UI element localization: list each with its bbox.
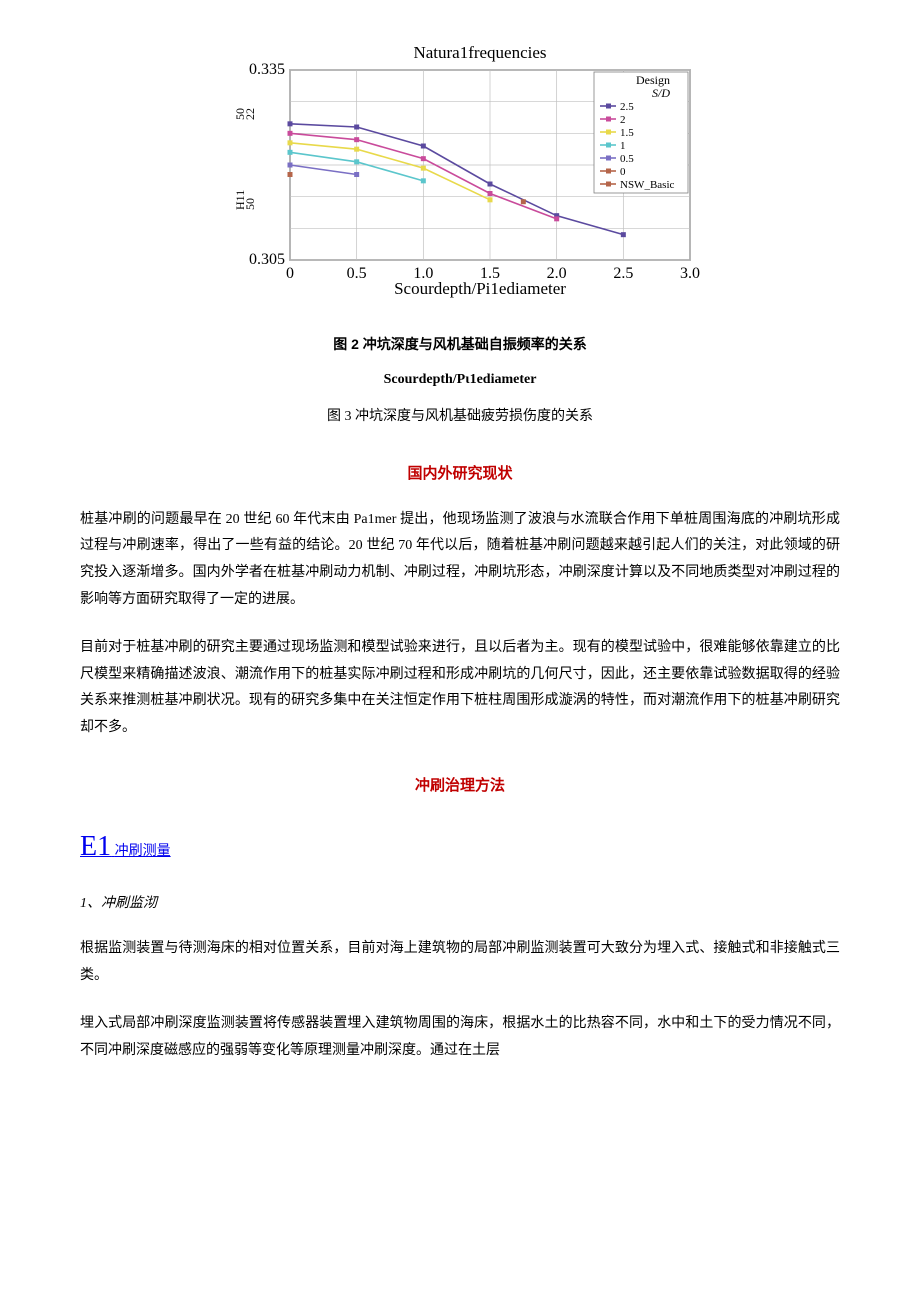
svg-text:2.5: 2.5 <box>620 101 634 113</box>
body-paragraph: 埋入式局部冲刷深度监测装置将传感器装置埋入建筑物周围的海床，根据水土的比热容不同… <box>80 1011 840 1064</box>
ymin-label: 0.305 <box>249 251 285 268</box>
subsection-1-title: 1、冲刷监沏 <box>80 891 840 918</box>
e1-label: 冲刷测量 <box>115 844 171 859</box>
svg-text:0: 0 <box>286 265 294 282</box>
link-e1-scour-measurement[interactable]: E1 冲刷测量 <box>80 820 840 873</box>
svg-text:3.0: 3.0 <box>680 265 700 282</box>
body-paragraph: 目前对于桩基冲刷的研究主要通过现场监测和模型试验来进行，且以后者为主。现有的模型… <box>80 635 840 741</box>
section-heading-treatment: 冲刷治理方法 <box>80 772 840 801</box>
e1-prefix: E1 <box>80 831 111 862</box>
svg-text:0.5: 0.5 <box>620 153 634 165</box>
section-heading-research-status: 国内外研究现状 <box>80 460 840 489</box>
svg-text:Scourdepth/Pi1ediameter: Scourdepth/Pi1ediameter <box>394 279 566 298</box>
svg-text:Design: Design <box>636 73 670 87</box>
svg-text:2.5: 2.5 <box>613 265 633 282</box>
svg-text:NSW_Basic: NSW_Basic <box>620 179 675 191</box>
ymax-label: 0.335 <box>249 61 285 78</box>
svg-text:1: 1 <box>620 140 626 152</box>
svg-text:Natura1frequencies: Natura1frequencies <box>413 43 546 62</box>
fig3-caption: 图 3 冲坑深度与风机基础疲劳损伤度的关系 <box>80 404 840 431</box>
svg-text:0.5: 0.5 <box>347 265 367 282</box>
svg-text:0: 0 <box>620 166 626 178</box>
fig3-subcaption: Scourdepth/Pι1ediameter <box>80 367 840 394</box>
natural-frequencies-chart: Natura1frequencies 0.335 0.305 50 22 H11… <box>80 40 840 311</box>
body-paragraph: 根据监测装置与待测海床的相对位置关系，目前对海上建筑物的局部冲刷监测装置可大致分… <box>80 936 840 989</box>
svg-text:2: 2 <box>620 114 626 126</box>
svg-text:S/D: S/D <box>652 86 670 100</box>
fig2-caption: 图 2 冲坑深度与风机基础自振频率的关系 <box>80 331 840 358</box>
svg-text:50 22: 50 22 <box>233 105 257 120</box>
body-paragraph: 桩基冲刷的问题最早在 20 世纪 60 年代末由 Pa1mer 提出，他现场监测… <box>80 507 840 613</box>
svg-text:1.5: 1.5 <box>620 127 634 139</box>
svg-text:H11 50: H11 50 <box>233 187 257 210</box>
